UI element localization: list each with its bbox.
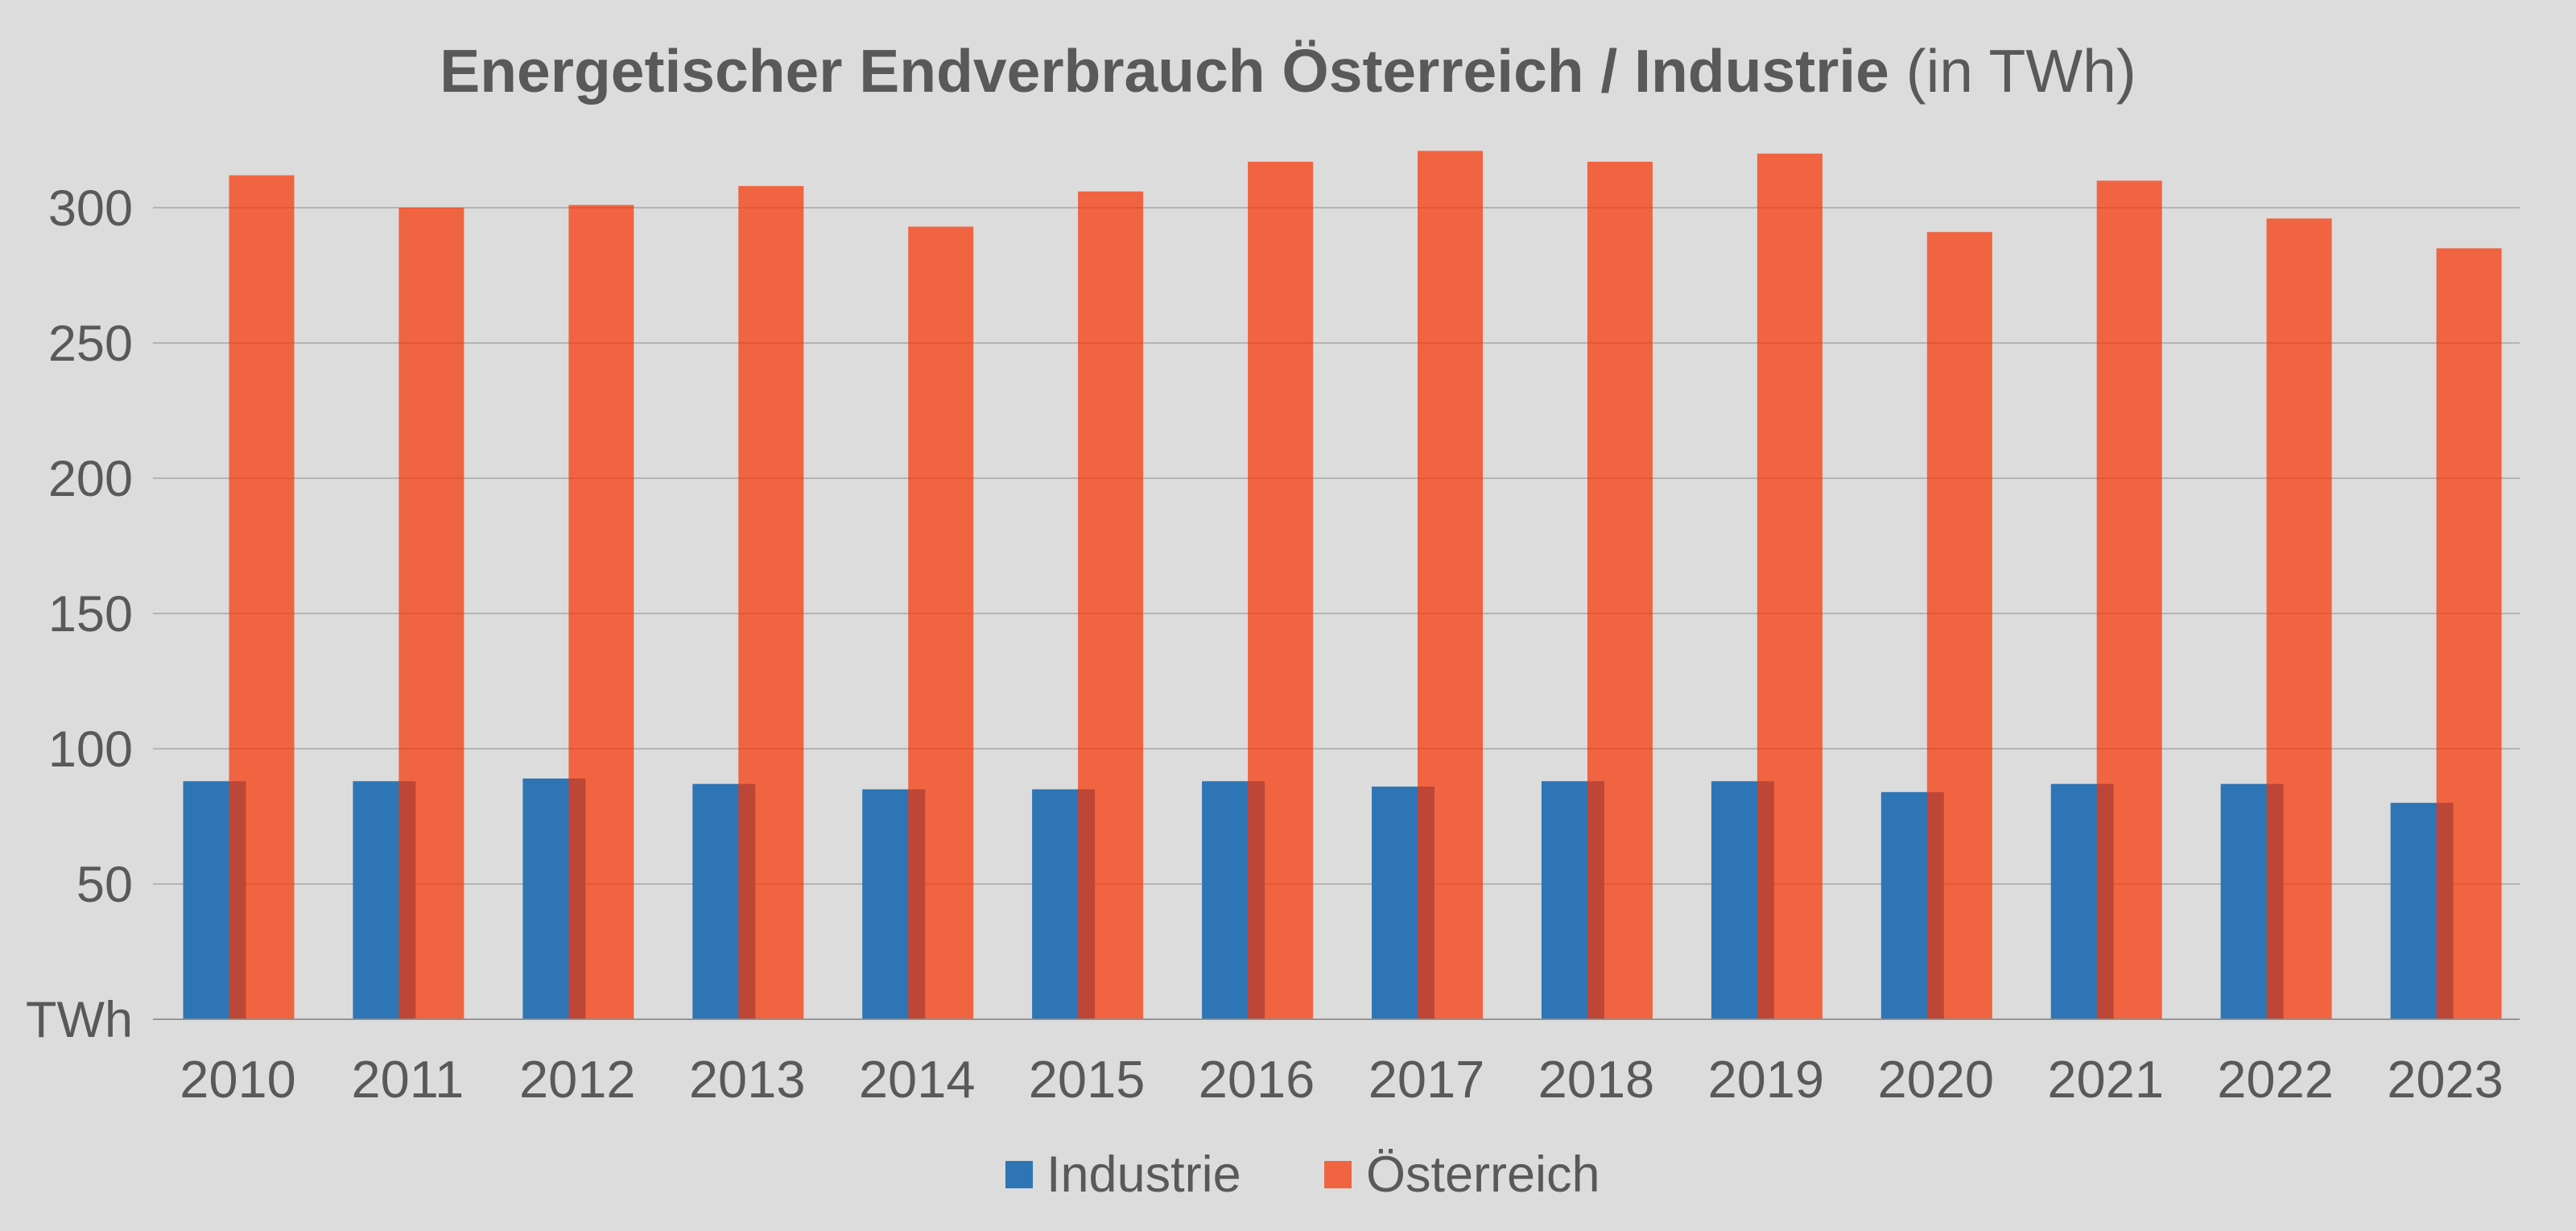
svg-text:Industrie: Industrie	[1046, 1146, 1241, 1203]
svg-text:TWh: TWh	[26, 992, 133, 1048]
svg-text:2013: 2013	[689, 1050, 806, 1109]
svg-text:2015: 2015	[1029, 1050, 1146, 1109]
svg-text:2020: 2020	[1877, 1050, 1994, 1109]
svg-text:2012: 2012	[519, 1050, 636, 1109]
svg-text:Österreich: Österreich	[1366, 1146, 1600, 1203]
svg-text:2010: 2010	[180, 1050, 296, 1109]
svg-text:2017: 2017	[1368, 1050, 1485, 1109]
svg-text:300: 300	[48, 180, 133, 237]
svg-text:2011: 2011	[352, 1050, 464, 1109]
svg-text:250: 250	[48, 316, 133, 372]
svg-text:2014: 2014	[859, 1050, 976, 1109]
svg-text:100: 100	[48, 721, 133, 778]
svg-text:2019: 2019	[1707, 1050, 1824, 1109]
svg-text:2023: 2023	[2387, 1050, 2504, 1109]
svg-text:2018: 2018	[1538, 1050, 1655, 1109]
svg-text:2016: 2016	[1199, 1050, 1315, 1109]
svg-text:50: 50	[76, 857, 133, 913]
svg-text:2021: 2021	[2047, 1050, 2164, 1109]
svg-text:2022: 2022	[2217, 1050, 2334, 1109]
svg-text:200: 200	[48, 451, 133, 507]
svg-text:150: 150	[48, 586, 133, 642]
